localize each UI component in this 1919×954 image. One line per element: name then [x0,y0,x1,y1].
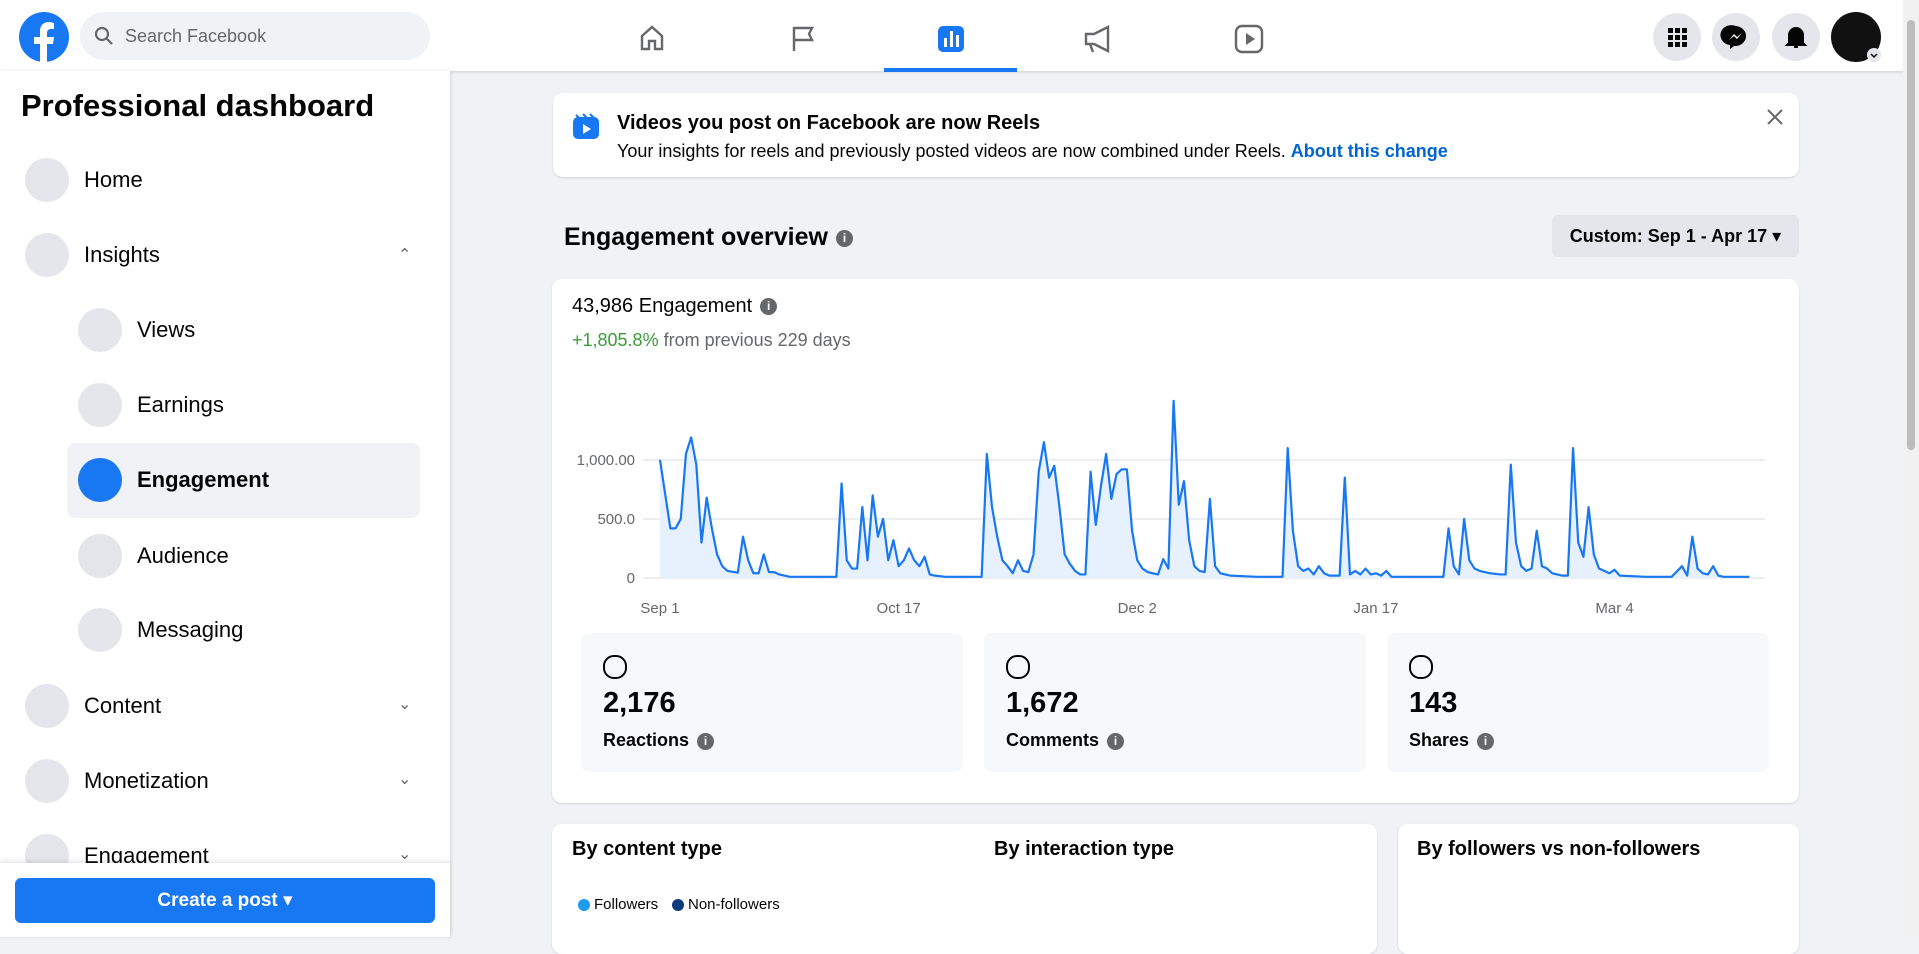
nav-label[interactable]: Content [84,693,162,718]
banner-title: Videos you post on Facebook are now Reel… [617,112,1041,134]
stat-box: 2,176 Reactions i [581,633,963,772]
search-box[interactable]: Search Facebook [80,12,430,60]
legend-label: Non-followers [688,896,780,913]
x-tick-label: Jan 17 [1353,600,1398,617]
create-post-button[interactable]: Create a post ▾ [15,878,435,923]
reels-banner: Videos you post on Facebook are now Reel… [553,93,1799,177]
chevron[interactable]: ⌄ [398,771,412,788]
nav-icon[interactable] [25,684,69,728]
sidebar-title: Professional dashboard [21,88,375,123]
nav-icon[interactable] [78,608,122,652]
x-tick-label: Mar 4 [1595,600,1633,617]
y-tick-label: 0 [627,570,635,587]
x-tick-label: Oct 17 [877,600,921,617]
date-range-button[interactable]: Custom: Sep 1 - Apr 17 ▾ [1552,215,1799,257]
stat-value: 2,176 [603,687,676,719]
banner-link[interactable]: About this change [1290,141,1448,161]
stat-icon [603,655,627,679]
stat-box: 1,672 Comments i [984,633,1366,772]
nav-label[interactable]: Home [84,167,143,192]
change-text: from previous 229 days [663,330,851,350]
y-tick-label: 1,000.00 [577,452,635,469]
legend-label: Followers [594,896,659,913]
search-placeholder: Search Facebook [125,26,267,46]
chevron[interactable]: ⌄ [398,696,412,713]
nav-icon[interactable] [25,233,69,277]
breakdown-title: By interaction type [994,838,1175,860]
main-nav[interactable] [620,12,1280,72]
nav-icon[interactable] [78,308,122,352]
close-button[interactable] [1766,108,1784,126]
breakdown-card [552,824,1377,954]
engagement-chart: 0 500.0 1,000.00 Sep 1 Oct 17 Dec 2 Jan 17 Mar … [577,399,1765,617]
scrollbar[interactable] [1903,0,1919,937]
stat-icon [1006,655,1030,679]
y-tick-label: 500.0 [597,511,635,528]
chevron[interactable]: ⌄ [398,244,412,261]
stat-label: Shares i [1409,730,1495,751]
total-text: 43,986 Engagement [572,295,753,317]
legend-dot [578,899,590,911]
top-bar: Search Facebook [0,0,1919,72]
nav-label[interactable]: Insights [84,242,160,267]
account-controls[interactable] [1650,10,1905,64]
sidebar: Professional dashboard Home Insights ⌄ View… [0,71,450,937]
nav-label[interactable]: Audience [137,543,229,568]
legend-dot [672,899,684,911]
breakdown-title: By followers vs non-followers [1417,838,1701,860]
nav-label[interactable]: Earnings [137,392,224,417]
breakdown-title: By content type [572,838,723,860]
nav-icon[interactable] [78,534,122,578]
overview-title: Engagement overview i [564,223,853,252]
stat-value: 1,672 [1006,687,1079,719]
area [660,400,1750,578]
line [658,399,1750,578]
facebook-logo[interactable] [19,12,69,62]
change: +1,805.8% [572,330,659,350]
breakdown-card [1398,824,1799,954]
x-tick-label: Sep 1 [640,600,679,617]
nav-icon[interactable] [78,458,122,502]
nav-label[interactable]: Monetization [84,768,209,793]
date-range: Custom: Sep 1 - Apr 17 [1569,226,1768,246]
stat-icon [1409,655,1433,679]
overview-title-text: Engagement overview [564,223,828,251]
chevron[interactable]: ⌄ [398,846,412,863]
nav-icon[interactable] [78,383,122,427]
total: 43,986 Engagement i [572,295,778,318]
stat-label: Comments i [1006,730,1125,751]
stat-value: 143 [1409,687,1458,719]
active-item-bg [67,443,420,518]
stat-label: Reactions i [603,730,715,751]
banner-text: Your insights for reels and previously p… [617,141,1286,161]
stat-box: 143 Shares i [1387,633,1769,772]
create-post-label: Create a post [157,890,278,911]
nav-label[interactable]: Engagement [137,467,270,492]
x-tick-label: Dec 2 [1118,600,1157,617]
nav-icon[interactable] [25,158,69,202]
nav-label[interactable]: Messaging [137,617,244,642]
nav-label[interactable]: Views [137,317,196,342]
nav-icon[interactable] [25,759,69,803]
